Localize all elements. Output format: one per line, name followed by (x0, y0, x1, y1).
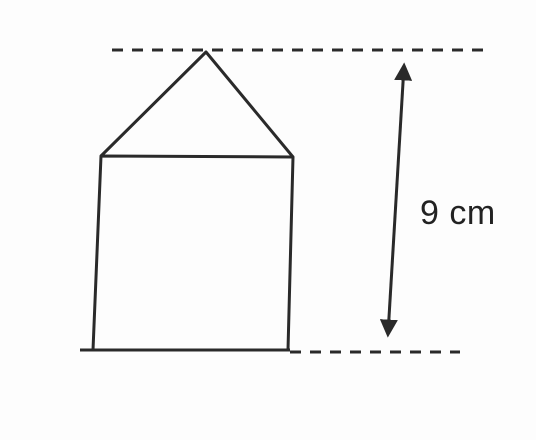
height-arrow (379, 62, 413, 338)
height-label: 9 cm (420, 194, 496, 232)
roof-triangle (99, 50, 295, 158)
house-square (91, 154, 295, 351)
